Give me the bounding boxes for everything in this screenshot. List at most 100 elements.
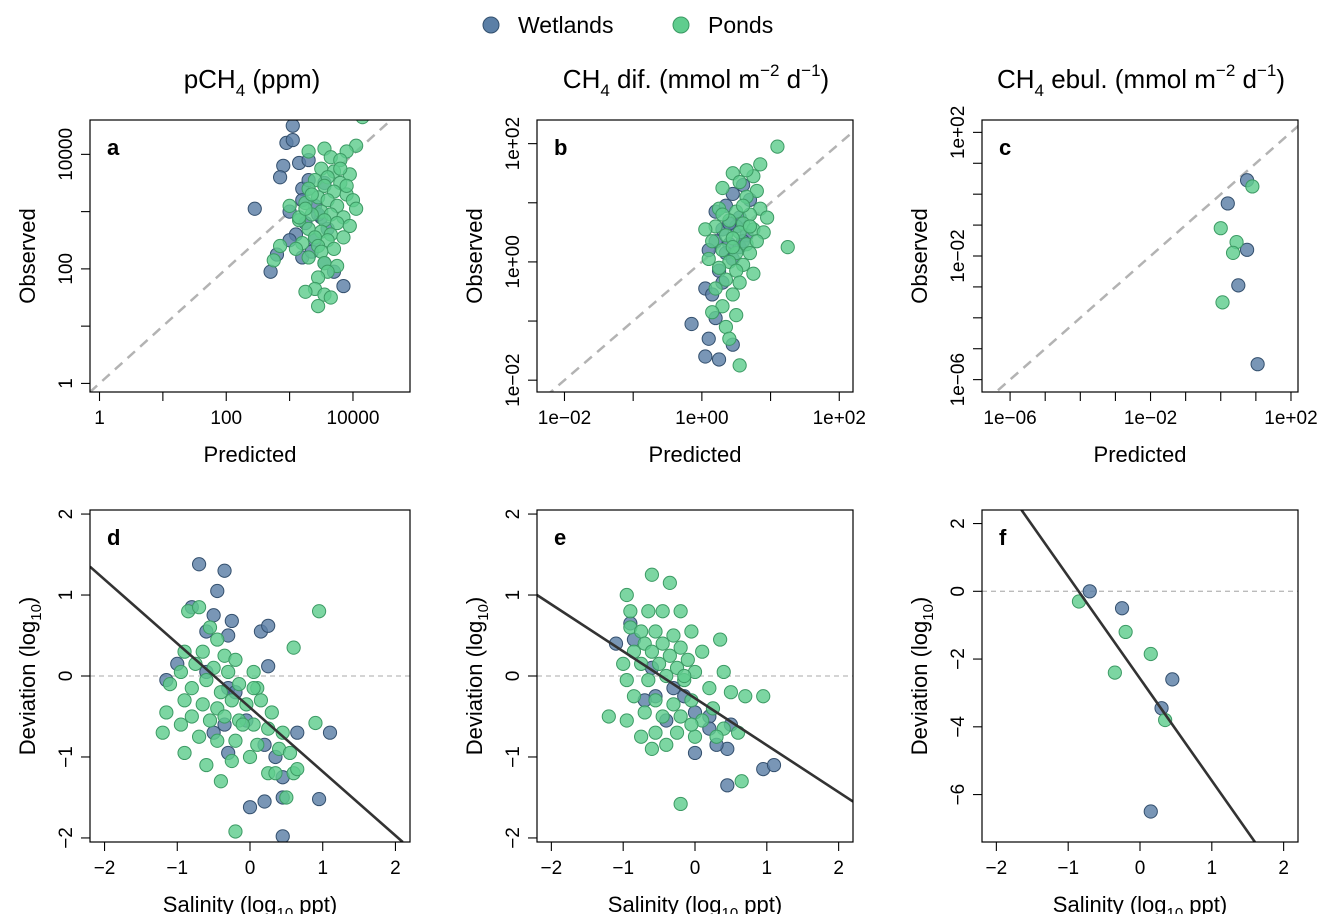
- point-ponds-1: [662, 575, 677, 590]
- point-wetlands-19: [684, 316, 699, 332]
- x-axis-label: Salinity (log10 ppt): [163, 892, 337, 914]
- y-axis: 1e−02 1e+00 1e+02: [503, 117, 537, 407]
- point-ponds-0: [644, 567, 660, 582]
- point-wetlands-27: [311, 791, 327, 807]
- point-ponds-45: [753, 157, 768, 172]
- x-tick-label: 2: [390, 858, 401, 879]
- point-ponds-33: [718, 272, 734, 287]
- point-ponds-3: [1107, 665, 1122, 680]
- panel-a: a 1 100 10000 1 100 10000 Predicted Observed: [15, 119, 411, 467]
- point-ponds-48: [715, 207, 730, 222]
- point-ponds-42: [705, 305, 720, 320]
- one-to-one-line: [548, 130, 853, 392]
- y-tick-label: −2: [948, 648, 969, 670]
- y-tick-label: 0: [503, 671, 524, 682]
- point-wetlands-2: [1165, 672, 1180, 687]
- point-ponds-26: [716, 664, 731, 680]
- y-tick-label: 2: [948, 518, 969, 529]
- point-wetlands-24: [701, 331, 716, 346]
- point-ponds-48: [634, 729, 649, 744]
- x-axis: 1e−06 1e−02 1e+02: [983, 392, 1318, 429]
- point-wetlands-4: [206, 608, 221, 623]
- x-axis-label: Salinity (log10 ppt): [608, 892, 782, 914]
- point-wetlands-6: [272, 170, 288, 185]
- panel-letter-d: d: [107, 525, 120, 550]
- y-axis: −2 −1 0 1 2: [503, 509, 537, 849]
- one-to-one-line: [90, 120, 393, 392]
- x-tick-label: 0: [1135, 858, 1146, 879]
- point-ponds-52: [213, 774, 229, 789]
- point-ponds-19: [231, 676, 247, 692]
- point-ponds-29: [184, 709, 199, 724]
- point-ponds-36: [173, 717, 189, 732]
- y-tick-label: −4: [948, 716, 969, 738]
- point-wetlands-28: [322, 725, 338, 740]
- point-ponds-18: [644, 644, 660, 659]
- point-ponds-24: [224, 693, 239, 708]
- point-ponds-41: [301, 250, 316, 265]
- point-ponds-5: [195, 644, 210, 659]
- x-tick-label: −1: [166, 858, 188, 879]
- panel-b: b 1e−02 1e+00 1e+02 1e−02 1e+00 1e+02 Predicted…: [462, 117, 866, 467]
- plot-frame: [981, 119, 1299, 393]
- x-tick-label: −1: [612, 858, 634, 879]
- point-wetlands-24: [242, 800, 258, 815]
- point-ponds-43: [199, 757, 214, 773]
- point-ponds-41: [732, 358, 747, 373]
- x-axis: 1 100 10000: [94, 392, 379, 429]
- point-ponds-44: [648, 725, 663, 740]
- y-tick-label: 0: [56, 671, 77, 682]
- point-ponds-56: [677, 668, 692, 684]
- plot-frame: [89, 119, 411, 393]
- point-ponds-53: [734, 774, 749, 789]
- point-ponds-10: [173, 664, 189, 680]
- point-ponds-18: [213, 685, 229, 700]
- series-wetlands: [1082, 584, 1180, 819]
- point-ponds-55: [177, 745, 192, 761]
- point-wetlands-20: [336, 278, 351, 294]
- point-ponds-38: [210, 733, 225, 748]
- point-ponds-28: [159, 705, 174, 720]
- point-ponds-40: [673, 709, 688, 724]
- point-ponds-30: [202, 713, 218, 728]
- point-wetlands-22: [711, 352, 727, 367]
- series-ponds: [698, 139, 795, 373]
- point-ponds-47: [709, 729, 724, 744]
- point-ponds-39: [718, 319, 734, 335]
- y-axis-label: Deviation (log10): [462, 597, 492, 756]
- y-tick-label: 0: [948, 586, 969, 597]
- point-ponds-3: [1225, 245, 1241, 261]
- series-ponds: [155, 600, 327, 839]
- point-ponds-6: [673, 604, 688, 619]
- point-ponds-46: [735, 198, 751, 213]
- y-tick-label: 2: [503, 509, 524, 520]
- y-axis-label: Deviation (log10): [907, 597, 937, 756]
- y-tick-label: −6: [948, 784, 969, 806]
- point-wetlands-13: [687, 745, 703, 761]
- x-axis: 1e−02 1e+00 1e+02: [538, 392, 866, 429]
- y-tick-label: 1e+00: [503, 235, 524, 288]
- point-wetlands-25: [257, 794, 272, 809]
- panel-letter-e: e: [554, 525, 566, 550]
- x-tick-label: 1e−02: [538, 408, 591, 429]
- point-ponds-27: [619, 672, 634, 688]
- point-ponds-19: [662, 648, 677, 663]
- point-ponds-28: [641, 672, 656, 688]
- panel-c: c 1e−06 1e−02 1e+02 1e−06 1e−02 1e+02 Predicted…: [907, 106, 1318, 467]
- point-ponds-54: [673, 796, 688, 812]
- point-ponds-35: [666, 697, 681, 712]
- point-ponds-1: [191, 600, 207, 615]
- point-wetlands-2: [217, 563, 232, 578]
- y-tick-label: 2: [56, 509, 77, 520]
- point-ponds-23: [749, 234, 764, 249]
- point-ponds-22: [349, 201, 364, 216]
- point-ponds-39: [228, 733, 243, 748]
- point-wetlands-1: [210, 583, 225, 599]
- y-tick-label: −2: [56, 827, 77, 849]
- y-axis-label: Observed: [462, 208, 487, 303]
- regression-line: [1020, 510, 1256, 842]
- x-tick-label: 2: [833, 858, 844, 879]
- x-tick-label: 1: [317, 858, 328, 879]
- point-ponds-55: [601, 709, 616, 724]
- point-ponds-0: [770, 139, 785, 154]
